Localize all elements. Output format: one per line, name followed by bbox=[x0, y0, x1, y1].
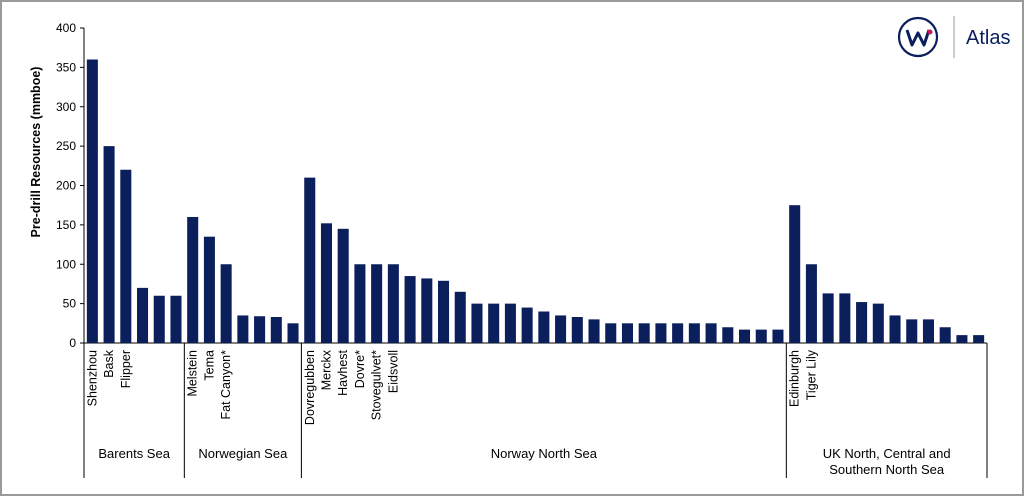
bar bbox=[856, 302, 868, 343]
logo-mark bbox=[905, 29, 931, 47]
y-tick-label: 200 bbox=[56, 179, 76, 193]
bar bbox=[889, 315, 901, 343]
x-tick-label: Shenzhou bbox=[85, 350, 99, 406]
bar bbox=[187, 217, 199, 343]
bar bbox=[270, 317, 282, 343]
bar bbox=[137, 287, 149, 343]
x-tick-label: Dovre* bbox=[353, 350, 367, 388]
bar bbox=[705, 323, 717, 343]
y-tick-label: 150 bbox=[56, 218, 76, 232]
y-tick-label: 0 bbox=[69, 336, 76, 350]
x-tick-label: Stovegulvet* bbox=[370, 350, 384, 420]
bar bbox=[722, 327, 734, 343]
bar bbox=[538, 311, 550, 343]
x-tick-label: Melstein bbox=[186, 350, 200, 397]
bar bbox=[956, 335, 968, 343]
group-label: Norwegian Sea bbox=[198, 446, 288, 461]
bar bbox=[772, 329, 784, 343]
bar bbox=[337, 228, 349, 343]
group-label: UK North, Central and Southern North Sea bbox=[822, 446, 951, 477]
logo: Atlas bbox=[897, 16, 1010, 58]
group-label: Norway North Sea bbox=[490, 446, 597, 461]
bar bbox=[789, 205, 801, 343]
bar bbox=[203, 236, 215, 343]
bar bbox=[354, 264, 366, 343]
bar bbox=[973, 335, 985, 343]
bar bbox=[220, 264, 232, 343]
y-tick-label: 250 bbox=[56, 139, 76, 153]
y-tick-label: 50 bbox=[63, 297, 77, 311]
bar bbox=[805, 264, 817, 343]
bar bbox=[254, 316, 266, 343]
bar bbox=[571, 317, 583, 343]
bar bbox=[822, 293, 834, 343]
bar bbox=[939, 327, 951, 343]
bar bbox=[371, 264, 383, 343]
x-tick-label: Flipper bbox=[119, 350, 133, 388]
bar bbox=[755, 329, 767, 343]
bar bbox=[237, 315, 249, 343]
x-tick-label: Fat Canyon* bbox=[219, 350, 233, 420]
bar bbox=[521, 307, 533, 343]
y-tick-label: 350 bbox=[56, 60, 76, 74]
bar bbox=[872, 303, 884, 343]
bar bbox=[906, 319, 918, 343]
bar bbox=[438, 280, 450, 343]
group-label: Barents Sea bbox=[98, 446, 170, 461]
x-tick-label: Tema bbox=[202, 350, 216, 381]
x-tick-label: Merckx bbox=[319, 349, 333, 390]
bar bbox=[672, 323, 684, 343]
bar bbox=[655, 323, 667, 343]
x-tick-label: Tiger Lily bbox=[804, 349, 818, 400]
x-tick-label: Havhest bbox=[336, 349, 350, 395]
bar bbox=[320, 223, 332, 343]
bar bbox=[555, 315, 567, 343]
bar bbox=[688, 323, 700, 343]
bar bbox=[387, 264, 399, 343]
bar bbox=[621, 323, 633, 343]
bar bbox=[488, 303, 500, 343]
bar bbox=[922, 319, 934, 343]
bar bbox=[638, 323, 650, 343]
bar bbox=[454, 291, 466, 343]
bar bbox=[86, 59, 98, 343]
bar bbox=[170, 295, 182, 343]
bar bbox=[605, 323, 617, 343]
bar bbox=[504, 303, 516, 343]
bar bbox=[739, 329, 751, 343]
logo-dot bbox=[927, 29, 933, 35]
y-tick-label: 100 bbox=[56, 257, 76, 271]
bar bbox=[404, 276, 416, 343]
bar bbox=[588, 319, 600, 343]
bar bbox=[421, 278, 433, 343]
x-tick-label: Bask bbox=[102, 349, 116, 378]
bar bbox=[839, 293, 851, 343]
x-tick-label: Eidsvoll bbox=[386, 350, 400, 393]
bar bbox=[153, 295, 165, 343]
bar bbox=[287, 323, 299, 343]
logo-circle bbox=[897, 16, 939, 58]
bar bbox=[304, 177, 316, 343]
y-axis-label: Pre-drill Resources (mmboe) bbox=[29, 67, 43, 238]
x-tick-label: Dovregubben bbox=[303, 350, 317, 425]
bar bbox=[120, 169, 132, 343]
bar bbox=[103, 146, 115, 343]
x-tick-label: Edinburgh bbox=[788, 350, 802, 407]
bar bbox=[471, 303, 483, 343]
y-tick-label: 300 bbox=[56, 100, 76, 114]
logo-text: Atlas bbox=[966, 27, 1010, 49]
y-tick-label: 400 bbox=[56, 21, 76, 35]
